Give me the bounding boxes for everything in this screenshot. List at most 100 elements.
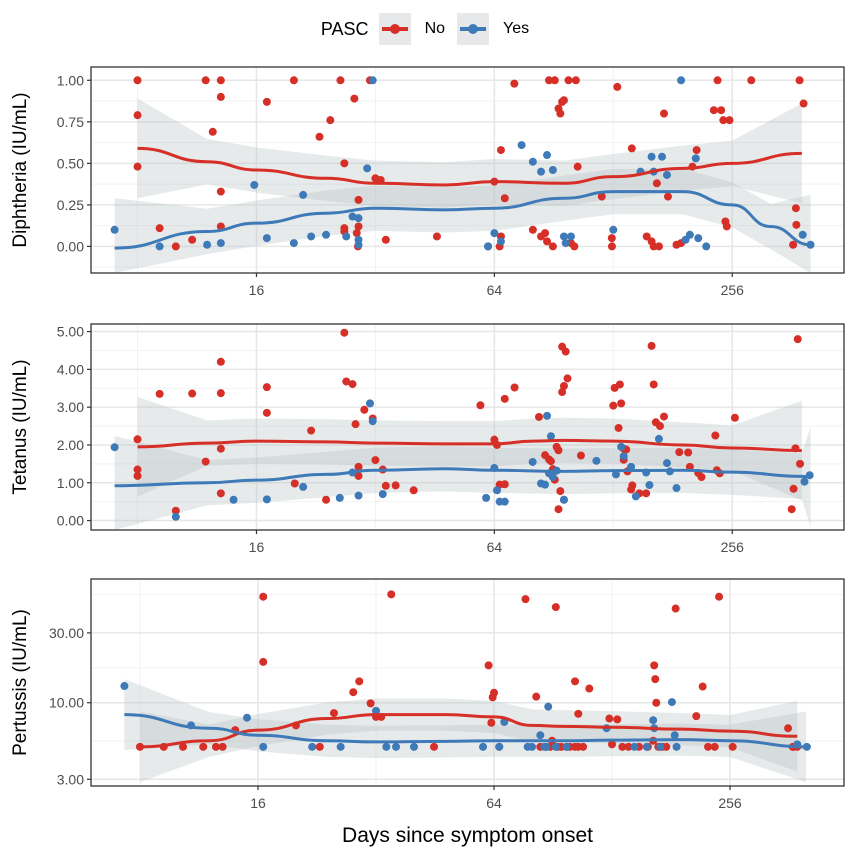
point-no — [484, 661, 493, 670]
point-no — [730, 413, 739, 422]
point-no — [171, 242, 180, 251]
panel-background — [91, 324, 844, 530]
point-yes — [528, 457, 537, 466]
point-yes — [365, 399, 374, 408]
y-tick-label: 0.00 — [57, 513, 84, 529]
point-no — [725, 116, 734, 125]
y-axis-title: Diphtheria (IU/mL) — [10, 92, 31, 247]
legend: PASC No Yes — [0, 13, 856, 45]
point-no — [355, 677, 364, 686]
panel-background — [91, 579, 844, 786]
point-no — [259, 657, 268, 666]
smooth-line-yes — [124, 713, 807, 749]
point-no — [559, 96, 568, 105]
point-yes — [677, 76, 686, 85]
point-no — [216, 489, 225, 498]
point-yes — [500, 497, 509, 506]
point-yes — [299, 482, 308, 491]
point-no — [799, 99, 808, 108]
point-no — [381, 481, 390, 490]
point-yes — [110, 225, 119, 234]
point-yes — [542, 742, 551, 751]
point-yes — [216, 239, 225, 248]
point-no — [155, 224, 164, 233]
point-no — [216, 357, 225, 366]
point-no — [201, 76, 210, 85]
point-no — [607, 242, 616, 251]
point-yes — [363, 164, 372, 173]
confidence-band-yes — [114, 427, 811, 530]
point-no — [717, 106, 726, 115]
point-no — [675, 448, 684, 457]
point-yes — [546, 432, 555, 441]
point-yes — [592, 456, 601, 465]
point-no — [671, 604, 680, 613]
point-no — [789, 484, 798, 493]
point-no — [476, 401, 485, 410]
point-yes — [289, 239, 298, 248]
point-no — [340, 328, 349, 337]
point-no — [642, 489, 651, 498]
x-axis-title: Days since symptom onset — [342, 824, 593, 847]
point-no — [795, 76, 804, 85]
point-yes — [667, 698, 676, 707]
point-no — [366, 699, 375, 708]
point-no — [652, 698, 661, 707]
point-no — [548, 242, 557, 251]
point-yes — [619, 452, 628, 461]
point-yes — [490, 229, 499, 238]
point-no — [662, 742, 671, 751]
point-no — [188, 235, 197, 244]
point-yes — [308, 742, 317, 751]
y-axis-title: Tetanus (IU/mL) — [10, 359, 31, 494]
point-no — [613, 715, 622, 724]
point-yes — [670, 731, 679, 740]
point-yes — [262, 495, 271, 504]
point-yes — [647, 152, 656, 161]
point-no — [607, 234, 616, 243]
point-no — [371, 456, 380, 465]
point-no — [528, 225, 537, 234]
point-no — [500, 480, 509, 489]
point-no — [216, 187, 225, 196]
point-no — [608, 740, 617, 749]
point-no — [307, 426, 316, 435]
point-no — [430, 742, 439, 751]
point-no — [618, 742, 627, 751]
point-no — [791, 204, 800, 213]
point-yes — [802, 742, 811, 751]
point-yes — [541, 480, 550, 489]
point-no — [262, 97, 271, 106]
smooth-line-no — [139, 713, 798, 749]
point-no — [710, 742, 719, 751]
point-no — [329, 709, 338, 718]
point-no — [663, 192, 672, 201]
point-no — [574, 709, 583, 718]
point-no — [510, 79, 519, 88]
panel-border — [90, 578, 845, 787]
point-no — [216, 389, 225, 398]
point-yes — [528, 157, 537, 166]
point-no — [218, 742, 227, 751]
point-no — [617, 399, 626, 408]
point-no — [322, 495, 331, 504]
point-no — [349, 688, 358, 697]
point-no — [551, 603, 560, 612]
x-tick-label: 16 — [249, 282, 265, 298]
point-yes — [543, 411, 552, 420]
point-no — [787, 505, 796, 514]
point-yes — [559, 232, 568, 241]
point-no — [692, 712, 701, 721]
point-no — [719, 116, 728, 125]
point-yes — [536, 731, 545, 740]
point-no — [573, 162, 582, 171]
point-yes — [371, 706, 380, 715]
point-no — [179, 742, 188, 751]
x-tick-label: 256 — [718, 795, 742, 811]
point-no — [793, 335, 802, 344]
point-no — [627, 144, 636, 153]
y-axis-title: Pertussis (IU/mL) — [10, 609, 31, 756]
point-yes — [336, 742, 345, 751]
point-yes — [566, 232, 575, 241]
